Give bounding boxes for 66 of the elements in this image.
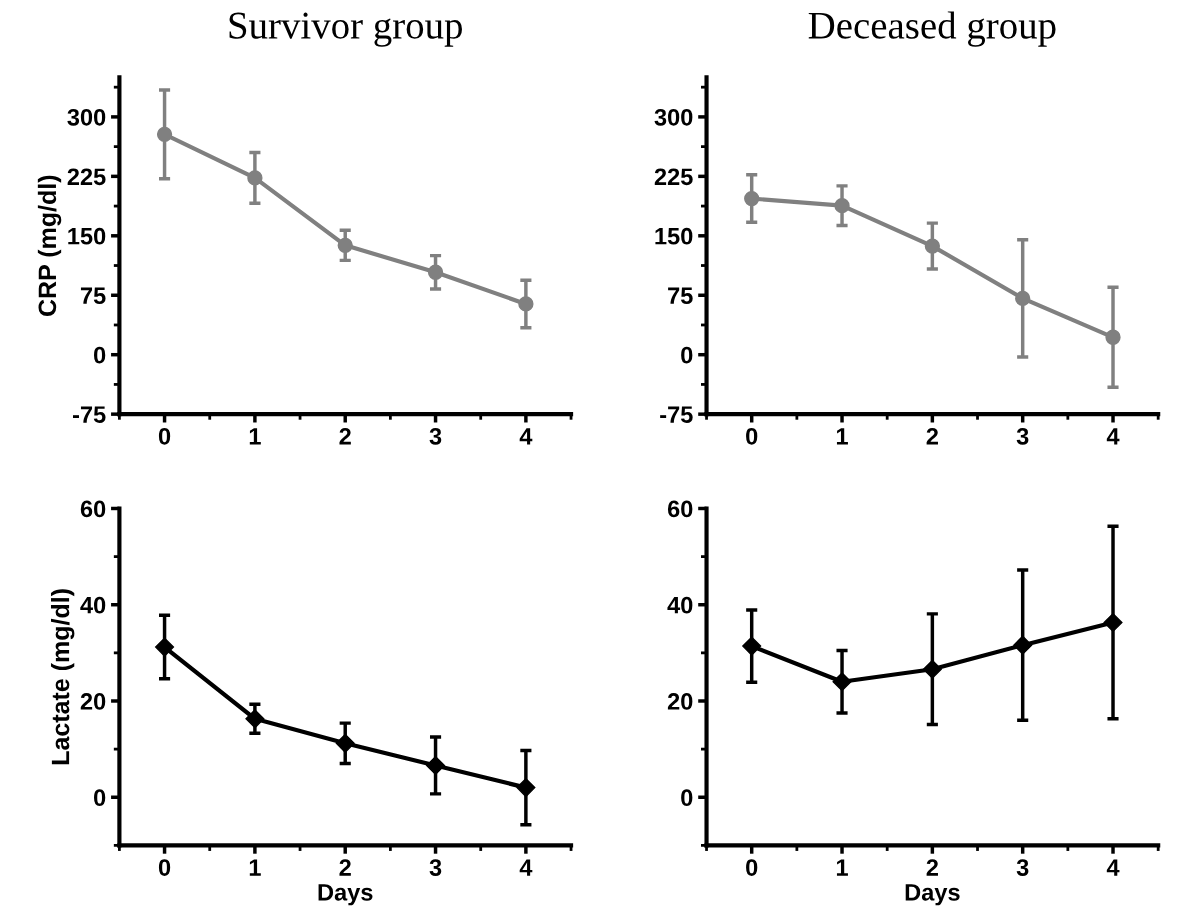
x-tick-label: 3 [429, 859, 442, 876]
y-tick-label: 60 [667, 500, 693, 518]
x-axis-title: Days [905, 884, 960, 906]
point [337, 237, 353, 253]
x-tick-label: 3 [1016, 427, 1029, 445]
x-tick-label: 4 [519, 428, 533, 445]
x-tick-label: 1 [249, 428, 261, 445]
point [335, 733, 355, 753]
point [1015, 290, 1031, 307]
x-tick-label: 2 [339, 859, 351, 876]
y-tick-label: 20 [80, 693, 106, 710]
point [427, 264, 444, 280]
point [1105, 329, 1121, 345]
y-axis-title: CRP (mg/dl) [37, 175, 62, 316]
x-tick-label: 0 [746, 427, 758, 445]
y-tick-label: 75 [80, 287, 106, 305]
x-axis-title: Days [318, 884, 373, 906]
point [155, 637, 175, 657]
point [245, 709, 265, 729]
point [742, 636, 762, 656]
y-tick-label: 150 [655, 227, 693, 245]
x-tick-label: 0 [746, 859, 758, 876]
x-tick-label: 1 [836, 428, 848, 445]
point [1103, 613, 1123, 633]
point [834, 198, 850, 214]
y-tick-label: 75 [668, 287, 693, 305]
point [832, 672, 852, 692]
point [516, 778, 536, 798]
x-tick-label: 4 [1106, 428, 1120, 445]
x-tick-label: 2 [926, 427, 938, 445]
x-tick-label: 4 [519, 859, 533, 876]
point [744, 190, 760, 207]
x-tick-label: 2 [339, 427, 351, 445]
y-tick-label: 40 [667, 596, 693, 614]
point [924, 238, 940, 254]
y-tick-label: 225 [654, 168, 693, 186]
y-tick-label: 225 [67, 168, 106, 186]
y-tick-label: 300 [654, 108, 693, 126]
point [156, 126, 173, 142]
y-tick-label: 20 [667, 693, 693, 710]
y-tick-label: 60 [80, 500, 106, 518]
y-tick-label: 0 [94, 346, 106, 364]
x-tick-label: 2 [926, 859, 938, 876]
y-tick-label: 40 [80, 596, 106, 614]
y-tick-label: 0 [681, 789, 693, 807]
x-tick-label: 1 [249, 859, 261, 876]
x-tick-label: 3 [429, 427, 442, 445]
y-axis-title: Lactate (mg/dl) [50, 589, 75, 765]
y-tick-label: 150 [68, 227, 106, 245]
x-tick-label: 0 [158, 859, 171, 876]
y-tick-label: 0 [94, 789, 106, 807]
x-tick-label: 0 [158, 427, 171, 445]
point [426, 755, 446, 776]
y-tick-label: 300 [67, 108, 106, 126]
point [922, 659, 942, 679]
y-tick-label: -75 [660, 406, 693, 423]
y-tick-label: -75 [73, 406, 106, 423]
point [1013, 635, 1033, 655]
x-tick-label: 4 [1106, 859, 1120, 876]
point [247, 170, 263, 186]
point [518, 296, 534, 312]
chart-title: Survivor group [229, 12, 462, 47]
chart-title: Deceased group [808, 11, 1056, 47]
x-tick-label: 3 [1016, 859, 1029, 876]
x-tick-label: 1 [836, 859, 848, 876]
y-tick-label: 0 [681, 346, 693, 364]
